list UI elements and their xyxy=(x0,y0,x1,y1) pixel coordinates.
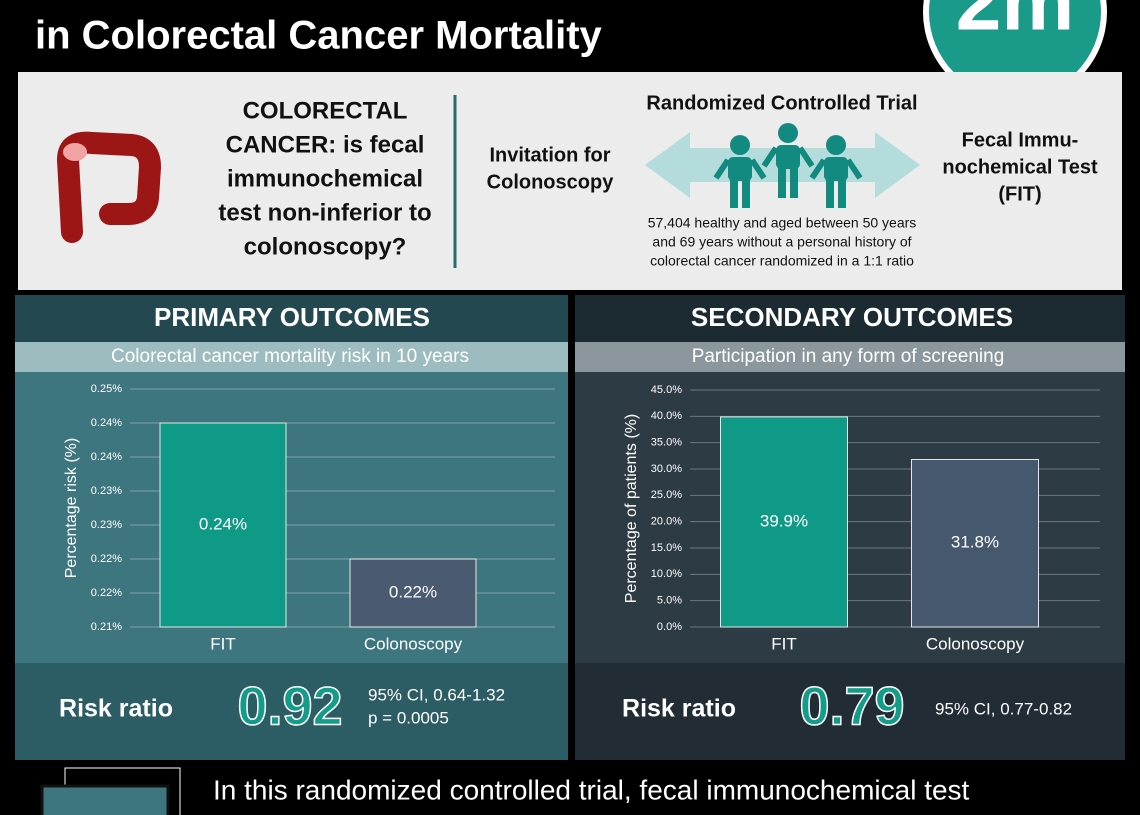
conclusion: In this randomized controlled trial, fec… xyxy=(213,774,970,805)
y-tick-label: 0.25% xyxy=(91,383,122,395)
y-tick-label: 0.23% xyxy=(91,485,122,497)
y-axis-label: Percentage of patients (%) xyxy=(623,414,640,603)
y-tick-label: 45.0% xyxy=(651,384,682,396)
y-tick-label: 0.24% xyxy=(91,417,122,429)
y-tick-label: 5.0% xyxy=(657,595,682,607)
risk-label: Risk ratio xyxy=(622,695,736,723)
value-label: 0.24% xyxy=(199,514,247,533)
bar xyxy=(159,422,287,628)
risk-band xyxy=(575,663,1125,760)
risk-value: 0.92 xyxy=(237,676,342,736)
y-tick-label: 10.0% xyxy=(651,568,682,580)
population: colorectal cancer randomized in a 1:1 ra… xyxy=(650,253,914,269)
bar xyxy=(349,558,477,628)
arm-right: nochemical Test xyxy=(942,156,1098,178)
risk-band xyxy=(15,663,568,760)
x-tick-label: FIT xyxy=(771,634,797,653)
question: colonoscopy? xyxy=(244,233,407,260)
question: CANCER: is fecal xyxy=(226,131,425,158)
value-label: 0.22% xyxy=(389,582,437,601)
bar xyxy=(911,459,1039,628)
population: and 69 years without a personal history … xyxy=(652,234,911,250)
panel-header xyxy=(575,295,1125,342)
population: 57,404 healthy and aged between 50 years xyxy=(648,215,917,231)
y-tick-label: 25.0% xyxy=(651,489,682,501)
y-tick-label: 35.0% xyxy=(651,437,682,449)
people-icon xyxy=(713,123,863,208)
x-tick-label: Colonoscopy xyxy=(926,634,1025,653)
question: test non-inferior to xyxy=(218,199,431,226)
risk-detail: 95% CI, 0.64-1.32 xyxy=(368,685,505,704)
question: immunochemical xyxy=(227,165,423,192)
risk-detail: p = 0.0005 xyxy=(368,708,449,727)
chart-title: Colorectal cancer mortality risk in 10 y… xyxy=(111,346,469,367)
panel-subheader xyxy=(15,342,568,372)
y-tick-label: 20.0% xyxy=(651,516,682,528)
logo-text: 2m xyxy=(956,0,1075,48)
y-tick-label: 30.0% xyxy=(651,463,682,475)
risk-value: 0.79 xyxy=(799,676,904,736)
bar xyxy=(720,416,848,628)
chart-title: Participation in any form of screening xyxy=(692,346,1005,367)
value-label: 31.8% xyxy=(951,533,999,552)
y-tick-label: 40.0% xyxy=(651,410,682,422)
conclusion-icon xyxy=(40,784,170,815)
trial-title: Randomized Controlled Trial xyxy=(646,92,917,114)
y-tick-label: 0.24% xyxy=(91,451,122,463)
arm-right: Fecal Immu- xyxy=(962,129,1079,151)
arm-left: Colonoscopy xyxy=(487,171,615,193)
x-tick-label: FIT xyxy=(210,634,236,653)
question: COLORECTAL xyxy=(243,97,408,124)
y-tick-label: 0.21% xyxy=(91,621,122,633)
y-tick-label: 0.22% xyxy=(91,553,122,565)
title: in Colorectal Cancer Mortality xyxy=(35,14,603,58)
y-tick-label: 15.0% xyxy=(651,542,682,554)
intro-panel xyxy=(18,72,1122,290)
y-tick-label: 0.23% xyxy=(91,519,122,531)
risk-label: Risk ratio xyxy=(59,695,173,723)
colon-spot xyxy=(63,143,87,161)
y-tick-label: 0.0% xyxy=(657,621,682,633)
panel-heading: PRIMARY OUTCOMES xyxy=(154,302,430,332)
arm-left: Invitation for xyxy=(489,144,610,166)
value-label: 39.9% xyxy=(760,511,808,530)
panel-heading: SECONDARY OUTCOMES xyxy=(691,302,1013,332)
panel-subheader xyxy=(575,342,1125,372)
x-tick-label: Colonoscopy xyxy=(364,634,463,653)
panel-header xyxy=(15,295,568,342)
y-tick-label: 0.22% xyxy=(91,587,122,599)
risk-detail: 95% CI, 0.77-0.82 xyxy=(935,699,1072,718)
arm-right: (FIT) xyxy=(998,183,1041,205)
y-axis-label: Percentage risk (%) xyxy=(63,438,80,579)
chart-area xyxy=(15,372,568,663)
